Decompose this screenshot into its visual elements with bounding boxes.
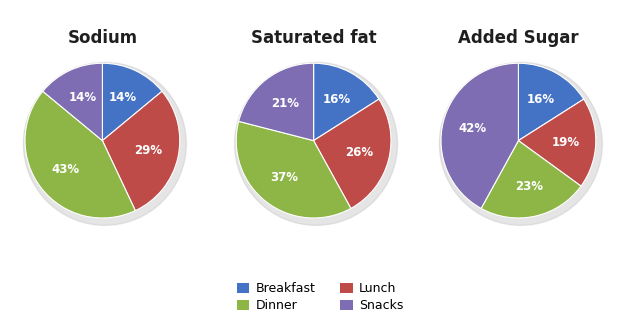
Wedge shape	[239, 63, 314, 141]
Wedge shape	[102, 91, 180, 211]
Wedge shape	[314, 99, 391, 208]
Text: 42%: 42%	[459, 122, 486, 135]
Wedge shape	[314, 63, 379, 141]
Wedge shape	[43, 63, 102, 141]
Wedge shape	[25, 91, 135, 218]
Title: Saturated fat: Saturated fat	[251, 29, 376, 47]
Text: 21%: 21%	[271, 97, 299, 110]
Wedge shape	[102, 63, 162, 141]
Title: Added Sugar: Added Sugar	[458, 29, 579, 47]
Circle shape	[24, 62, 186, 225]
Text: 19%: 19%	[552, 136, 580, 148]
Wedge shape	[518, 99, 596, 186]
Wedge shape	[441, 63, 518, 208]
Text: 37%: 37%	[271, 171, 299, 184]
Legend: Breakfast, Dinner, Lunch, Snacks: Breakfast, Dinner, Lunch, Snacks	[232, 277, 408, 318]
Text: 16%: 16%	[527, 93, 556, 106]
Wedge shape	[481, 141, 581, 218]
Circle shape	[440, 62, 602, 225]
Text: 29%: 29%	[134, 145, 163, 157]
Text: 14%: 14%	[68, 91, 97, 104]
Text: 16%: 16%	[323, 93, 351, 106]
Text: 14%: 14%	[108, 91, 136, 104]
Wedge shape	[236, 121, 351, 218]
Text: 43%: 43%	[51, 163, 79, 176]
Text: 23%: 23%	[515, 180, 543, 193]
Circle shape	[235, 62, 397, 225]
Title: Sodium: Sodium	[67, 29, 138, 47]
Text: 26%: 26%	[346, 146, 373, 159]
Wedge shape	[518, 63, 584, 141]
